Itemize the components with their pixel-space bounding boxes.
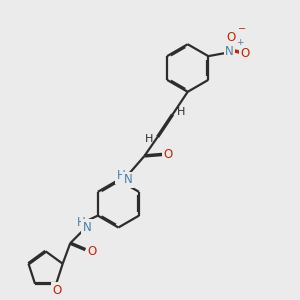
Text: +: + bbox=[236, 38, 243, 47]
Text: N: N bbox=[124, 173, 132, 186]
Text: H: H bbox=[117, 169, 126, 182]
Text: N: N bbox=[82, 221, 91, 234]
Text: O: O bbox=[87, 245, 96, 258]
Text: O: O bbox=[164, 148, 173, 161]
Text: H: H bbox=[145, 134, 154, 144]
Text: O: O bbox=[241, 47, 250, 60]
Text: −: − bbox=[238, 24, 246, 34]
Text: O: O bbox=[52, 284, 62, 297]
Text: H: H bbox=[76, 216, 85, 230]
Text: N: N bbox=[225, 45, 234, 58]
Text: O: O bbox=[226, 31, 236, 44]
Text: H: H bbox=[177, 107, 185, 117]
